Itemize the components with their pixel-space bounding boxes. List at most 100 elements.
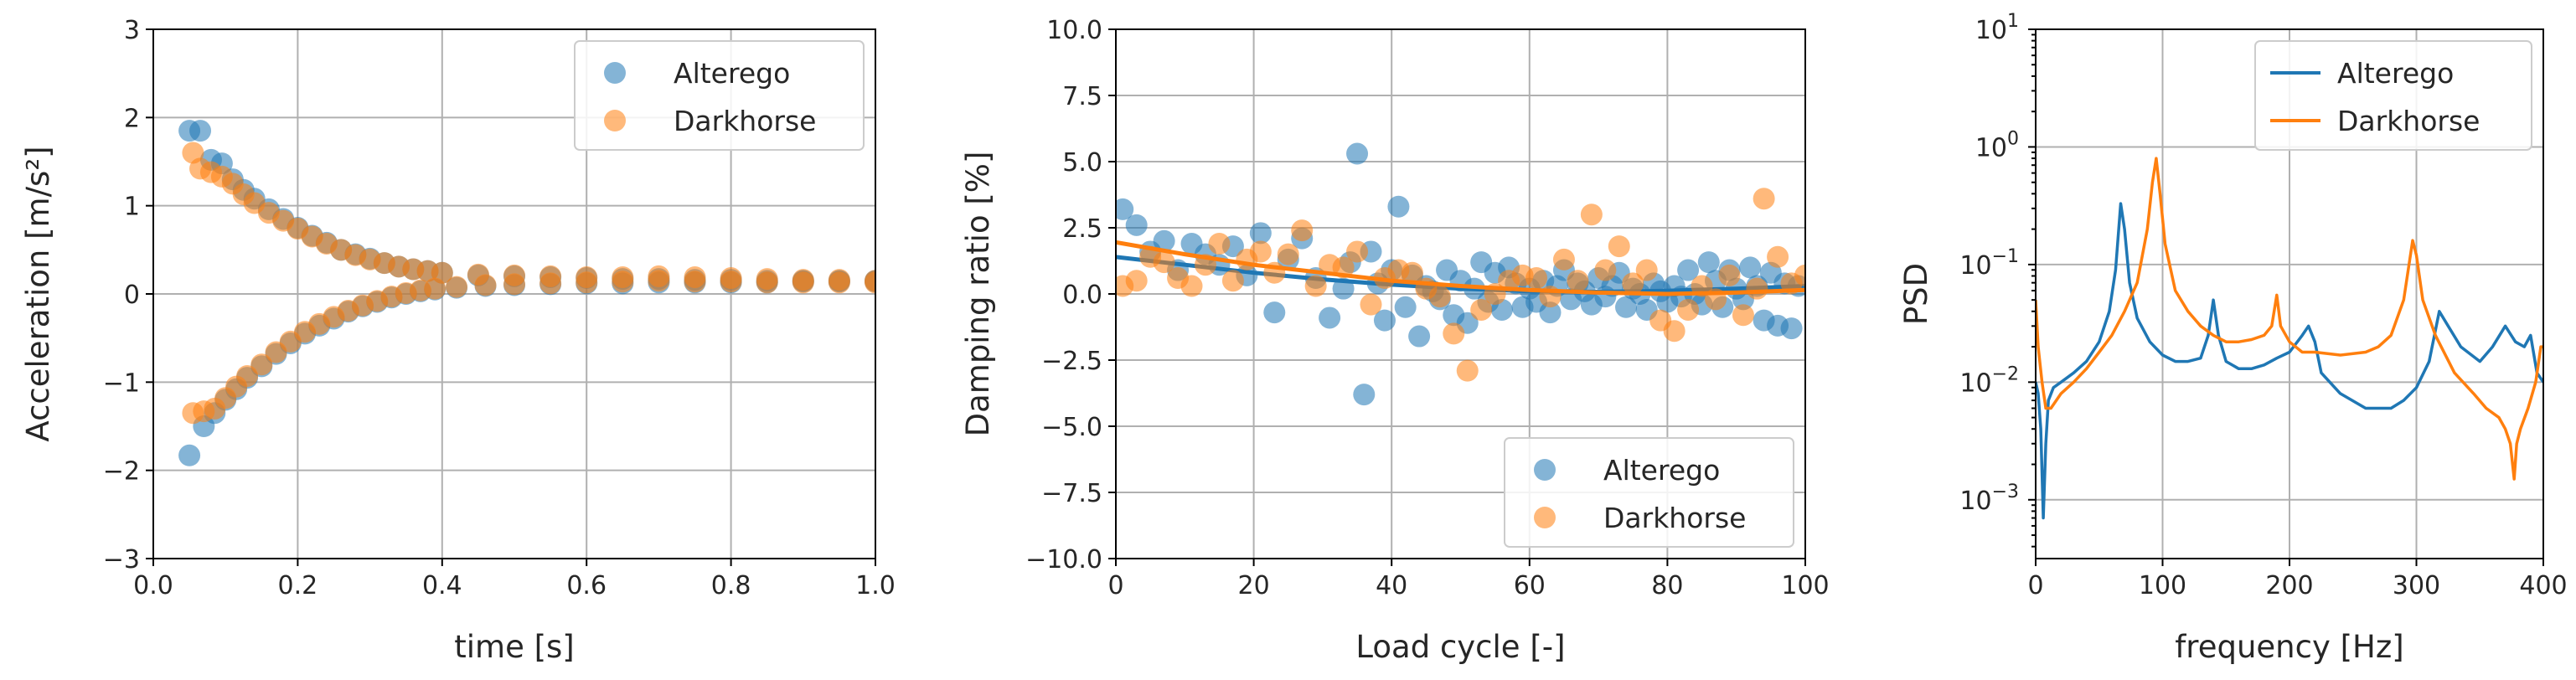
damp-point-darkhorse: [1277, 243, 1299, 265]
acc-ytick-label: −1: [103, 368, 140, 398]
damp-xtick-label: 0: [1107, 571, 1123, 600]
damp-point-darkhorse: [1767, 245, 1789, 268]
damp-point-alterego: [1125, 214, 1148, 236]
damp-point-darkhorse: [1360, 293, 1382, 316]
damp-point-alterego: [1116, 198, 1134, 220]
damp-ytick-label: −10.0: [1025, 545, 1102, 574]
damp-point-darkhorse: [1552, 248, 1575, 270]
damp-point-alterego: [1780, 317, 1803, 340]
damp-legend-marker-alterego: [1534, 459, 1556, 481]
acc-ylabel: Acceleration [m/s²]: [20, 146, 56, 441]
damp-point-darkhorse: [1208, 232, 1231, 255]
damp-point-darkhorse: [1470, 298, 1493, 321]
damp-plot-area: [1116, 142, 1805, 406]
acc-point-darkhorse: [828, 271, 850, 294]
damp-point-darkhorse: [1428, 286, 1451, 308]
acc-point-darkhorse: [474, 274, 497, 296]
acc-plot-area: [178, 120, 875, 466]
damp-point-darkhorse: [1594, 259, 1617, 281]
acc-point-darkhorse: [648, 270, 670, 292]
acc-legend-label: Alterego: [674, 57, 790, 90]
damp-point-darkhorse: [1443, 322, 1465, 345]
psd-series-darkhorse: [2036, 157, 2543, 481]
damp-point-darkhorse: [1635, 259, 1658, 281]
damp-point-darkhorse: [1221, 270, 1244, 292]
psd-legend: Alterego Darkhorse: [2254, 40, 2532, 151]
acc-ytick-label: −2: [103, 457, 140, 487]
damp-point-darkhorse: [1249, 240, 1272, 263]
damp-point-darkhorse: [1663, 320, 1685, 343]
damp-point-alterego: [1249, 222, 1272, 245]
damp-point-alterego: [1346, 142, 1369, 165]
damp-ylabel: Damping ratio [%]: [960, 152, 996, 437]
psd-legend-label: Alterego: [2337, 57, 2454, 90]
acc-point-darkhorse: [446, 276, 468, 298]
psd-xtick-label: 300: [2393, 571, 2440, 600]
acc-xtick-label: 0.6: [566, 571, 607, 600]
acc-point-alterego: [178, 444, 201, 466]
damp-point-alterego: [1373, 309, 1396, 332]
damp-point-alterego: [1739, 256, 1762, 279]
acc-series-darkhorse: [182, 142, 875, 425]
acc-ytick-label: 2: [124, 104, 140, 133]
damp-point-darkhorse: [1794, 264, 1805, 286]
acc-xtick-label: 0.0: [133, 571, 173, 600]
damp-point-darkhorse: [1746, 277, 1768, 300]
acc-point-darkhorse: [503, 273, 525, 296]
damp-point-darkhorse: [1608, 235, 1630, 258]
damp-point-darkhorse: [1456, 359, 1479, 382]
damp-ytick-label: 10.0: [1046, 16, 1102, 45]
damp-point-darkhorse: [1622, 272, 1644, 295]
damp-legend: Alterego Darkhorse: [1504, 437, 1794, 548]
damp-point-alterego: [1319, 307, 1341, 329]
damp-point-darkhorse: [1180, 275, 1203, 297]
acc-xtick-label: 0.8: [711, 571, 751, 600]
acc-point-darkhorse: [720, 270, 742, 293]
acc-point-darkhorse: [865, 271, 875, 294]
acc-point-darkhorse: [756, 271, 778, 294]
damp-xtick-label: 60: [1514, 571, 1546, 600]
psd-ytick-label: 100: [1975, 128, 2019, 162]
acc-legend-label: Darkhorse: [674, 105, 816, 137]
damp-point-darkhorse: [1304, 275, 1327, 297]
psd-xtick-label: 0: [2027, 571, 2043, 600]
acc-ytick-label: 3: [124, 16, 140, 45]
damp-point-alterego: [1615, 296, 1638, 318]
damp-point-darkhorse: [1291, 219, 1314, 242]
psd-xtick-label: 400: [2519, 571, 2567, 600]
acc-point-darkhorse: [684, 270, 706, 293]
psd-plot-area: [2036, 157, 2543, 520]
damp-point-darkhorse: [1580, 203, 1603, 226]
damp-point-alterego: [1263, 301, 1286, 324]
damp-xlabel: Load cycle [-]: [1355, 629, 1565, 665]
damp-point-alterego: [1677, 259, 1700, 281]
acc-xtick-label: 0.4: [422, 571, 462, 600]
psd-series-alterego: [2036, 202, 2543, 520]
damp-point-darkhorse: [1677, 298, 1700, 321]
psd-panel: 0 100 200 300 400 10−3 10−2 10−1 100 101 frequency…: [1898, 11, 2568, 665]
damp-legend-label: Alterego: [1603, 454, 1720, 487]
damp-point-alterego: [1697, 251, 1720, 274]
acc-point-darkhorse: [792, 271, 814, 294]
acc-point-darkhorse: [612, 270, 634, 293]
damp-xtick-label: 20: [1238, 571, 1270, 600]
psd-ylabel: PSD: [1898, 263, 1934, 325]
psd-xtick-label: 200: [2265, 571, 2313, 600]
psd-line-darkhorse: [2036, 157, 2543, 481]
acc-legend-box: [574, 40, 865, 151]
damp-point-darkhorse: [1525, 267, 1548, 290]
damp-legend-marker-darkhorse: [1534, 507, 1556, 528]
damp-ytick-label: −5.0: [1041, 413, 1102, 442]
acc-legend-marker-darkhorse: [604, 110, 626, 131]
damp-point-darkhorse: [1125, 270, 1148, 292]
damp-xtick-label: 80: [1651, 571, 1683, 600]
psd-xlabel: frequency [Hz]: [2175, 629, 2403, 665]
damp-point-alterego: [1394, 296, 1417, 318]
psd-ytick-label: 10−3: [1959, 482, 2019, 516]
acceleration-panel: 0.0 0.2 0.4 0.6 0.8 1.0 −3 −2 −1 0 1 2 3 time [s] Acce…: [20, 16, 896, 665]
damp-ytick-label: 5.0: [1062, 148, 1102, 178]
damp-point-darkhorse: [1732, 304, 1754, 327]
acc-xtick-label: 0.2: [278, 571, 318, 600]
acc-legend: Alterego Darkhorse: [574, 40, 865, 151]
psd-ytick-label: 101: [1975, 11, 2019, 45]
